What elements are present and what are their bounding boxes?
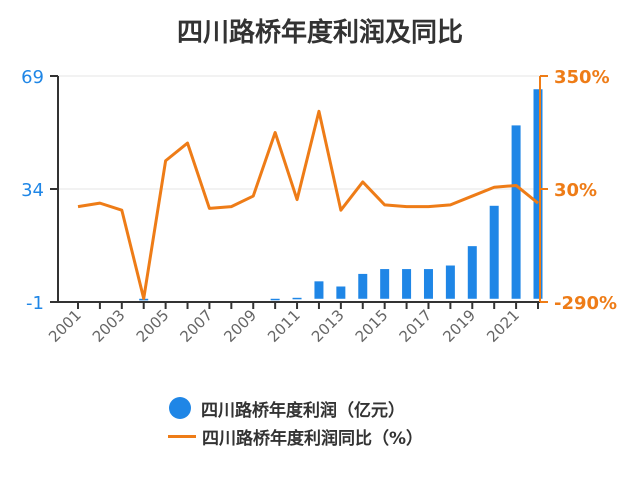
bar-2016 bbox=[402, 269, 412, 299]
legend-item-yoy: 四川路桥年度利润同比（%） bbox=[168, 422, 423, 450]
line-series bbox=[77, 109, 539, 300]
right-tick-label-2: -290% bbox=[554, 293, 617, 314]
bar-2022 bbox=[533, 89, 543, 299]
left-tick-label-0: 69 bbox=[21, 67, 44, 88]
x-tick-label-2005: 2005 bbox=[133, 306, 173, 346]
bar-2017 bbox=[423, 269, 433, 299]
x-tick-label-2017: 2017 bbox=[396, 306, 436, 346]
bar-2014 bbox=[358, 273, 368, 299]
legend-label-profit: 四川路桥年度利润（亿元） bbox=[201, 400, 405, 421]
x-tick-label-2013: 2013 bbox=[308, 306, 348, 346]
bar-2021 bbox=[511, 125, 521, 299]
x-tick-label-2021: 2021 bbox=[483, 306, 523, 346]
legend-dot-icon bbox=[169, 397, 191, 419]
right-tick-label-0: 350% bbox=[554, 67, 610, 88]
x-tick-label-2011: 2011 bbox=[264, 306, 304, 346]
legend-item-profit: 四川路桥年度利润（亿元） bbox=[168, 394, 423, 422]
x-tick-label-2001: 2001 bbox=[45, 306, 85, 346]
yoy-line bbox=[77, 109, 539, 300]
x-tick-label-2019: 2019 bbox=[439, 306, 479, 346]
x-tick-label-2003: 2003 bbox=[89, 306, 129, 346]
bar-2013 bbox=[336, 286, 346, 299]
bar-2019 bbox=[467, 246, 477, 299]
bar-2018 bbox=[445, 265, 455, 299]
legend-label-yoy: 四川路桥年度利润同比（%） bbox=[202, 428, 424, 449]
bar-2011 bbox=[292, 297, 302, 300]
left-tick-label-2: -1 bbox=[26, 293, 44, 314]
bar-2015 bbox=[380, 269, 390, 299]
legend: 四川路桥年度利润（亿元） 四川路桥年度利润同比（%） bbox=[168, 394, 423, 450]
bar-2020 bbox=[489, 205, 499, 299]
chart-title: 四川路桥年度利润及同比 bbox=[176, 18, 463, 48]
bar-2012 bbox=[314, 281, 324, 299]
right-tick-label-1: 30% bbox=[554, 180, 597, 201]
bar-2010 bbox=[270, 298, 280, 301]
bar-series bbox=[139, 89, 543, 301]
x-tick-label-2007: 2007 bbox=[177, 306, 217, 346]
left-tick-label-1: 34 bbox=[21, 180, 44, 201]
legend-line-icon bbox=[168, 434, 196, 438]
x-tick-label-2009: 2009 bbox=[220, 306, 260, 346]
x-tick-label-2015: 2015 bbox=[352, 306, 392, 346]
